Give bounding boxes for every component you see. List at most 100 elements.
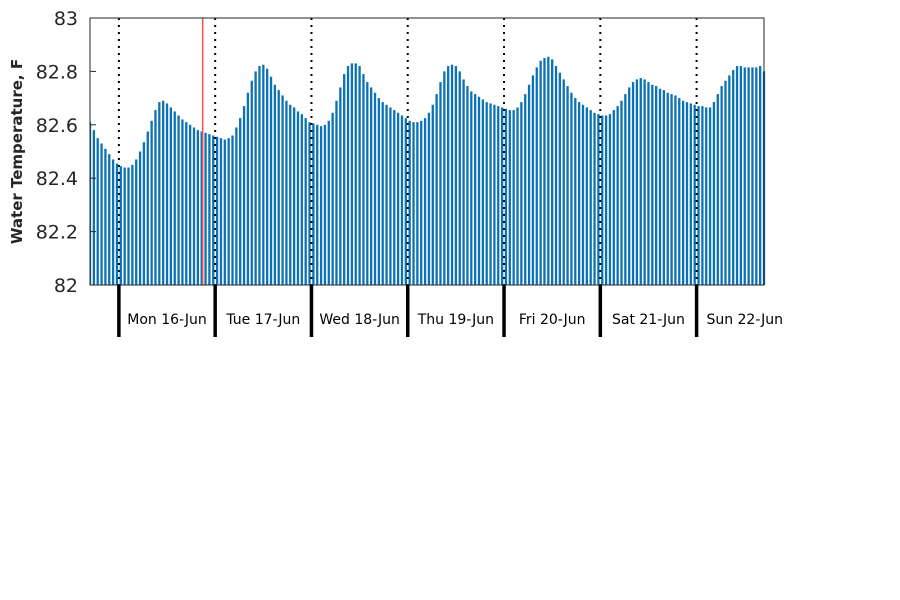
bar [308,122,311,285]
bar [350,63,354,285]
bar-series [90,56,766,286]
bar [477,96,481,285]
bar [242,106,246,285]
bar [589,110,592,286]
bar [597,114,600,286]
bar [708,107,712,285]
bar [266,68,269,285]
bar [277,90,280,285]
bar [585,107,588,285]
bar [431,104,434,286]
bar [635,79,639,285]
bar [689,103,692,285]
bar [188,124,192,285]
bar [439,82,442,285]
bar [366,82,369,285]
bar [743,67,746,286]
bar [412,122,415,285]
x-day-label: Thu 19-Jun [417,312,494,328]
bar [524,94,527,285]
bar [612,110,615,286]
bar [693,104,696,286]
bar [393,110,396,286]
bar [535,67,538,286]
y-tick-label: 82.8 [36,61,78,83]
bar [196,130,199,285]
bar [662,90,666,285]
bar [131,164,134,285]
bar [712,102,716,285]
bar [732,70,735,285]
bar [562,79,565,285]
bar [173,111,176,285]
y-tick-label: 82.2 [36,222,78,244]
bar [466,86,469,286]
bar [215,136,219,285]
bar [651,84,654,285]
bar [385,104,388,286]
bar [527,84,531,285]
bar [685,102,689,285]
y-tick-label: 82.6 [36,115,78,137]
bar [658,88,662,285]
bar [319,126,323,285]
bar [655,86,658,286]
bar [335,100,338,286]
bar [531,75,535,285]
bar [127,167,130,285]
bar [604,115,608,285]
bar [223,139,226,285]
bar [458,71,461,286]
bar [631,82,635,285]
bar [300,114,303,286]
bar [628,87,631,285]
bar [493,104,496,286]
x-day-label: Tue 17-Jun [225,312,300,328]
bar [316,124,319,285]
bar [115,163,119,285]
bar [327,120,330,285]
bar [616,106,619,285]
bar [681,100,685,286]
bar [581,104,585,286]
y-tick-label: 82 [54,275,78,297]
bar [138,151,142,285]
bar [697,106,700,285]
bar [96,138,99,285]
bar [497,106,500,285]
x-day-label: Mon 16-Jun [127,312,207,328]
bar [643,79,646,285]
bar [755,67,758,286]
bar [389,107,392,285]
bar [90,122,92,285]
bar [258,66,261,285]
bar [219,138,223,285]
bar [427,112,431,285]
bar [400,115,404,285]
bar [547,56,550,286]
bar [450,64,454,285]
bar [381,102,384,285]
bar [577,102,581,285]
bar [423,118,427,285]
bar [408,120,411,285]
bar [674,95,677,286]
bar [758,66,762,285]
bar [281,95,284,286]
bar [354,63,357,285]
bar [454,66,458,285]
bar [647,82,650,285]
bar [470,91,473,285]
bar [181,119,184,286]
bar [601,115,604,285]
bar [254,71,257,286]
bar [504,108,508,285]
bar [570,92,573,285]
bar [119,166,122,285]
bar [142,142,146,285]
bar [512,110,515,286]
day-divider-lines [117,18,698,285]
bar [292,107,296,285]
y-tick-label: 82.4 [36,168,78,190]
